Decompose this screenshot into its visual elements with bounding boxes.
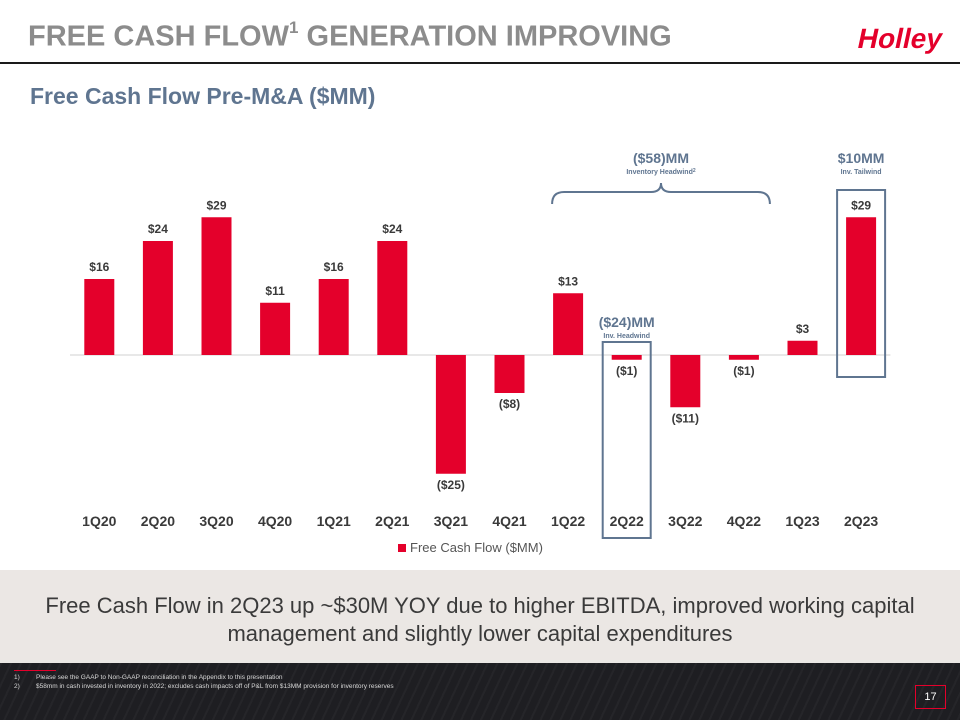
chart-subtitle: Free Cash Flow Pre-M&A ($MM)	[30, 83, 376, 109]
holley-logo-text-fill: Holley	[855, 22, 946, 54]
category-label-1Q21: 1Q21	[317, 513, 351, 529]
data-label-2Q23: $29	[851, 198, 871, 212]
bar-1Q22	[553, 293, 584, 355]
annotation-footnote-ref: 2	[693, 168, 696, 174]
annotation-inventory-headwind-value: ($58)MM	[633, 150, 689, 166]
title-divider	[0, 62, 960, 64]
bar-1Q20	[84, 279, 115, 355]
data-label-2Q21: $24	[382, 222, 402, 236]
category-label-2Q21: 2Q21	[375, 513, 409, 529]
annotation-2Q22-label: Inv. Headwind	[603, 333, 650, 340]
footnote-divider	[14, 670, 56, 671]
category-label-1Q20: 1Q20	[82, 513, 116, 529]
annotation-inventory-headwind-label: Inventory Headwind2	[626, 168, 696, 176]
data-label-1Q22: $13	[558, 274, 578, 288]
holley-logo-text: Holley	[855, 22, 946, 54]
page-number: 17	[915, 685, 946, 709]
bar-2Q22	[611, 355, 642, 360]
footnote-2: 2) $58mm in cash invested in inventory in…	[14, 683, 394, 690]
annotation-2Q22-value: ($24)MM	[599, 314, 655, 330]
category-label-4Q22: 4Q22	[727, 513, 761, 529]
legend-label: Free Cash Flow ($MM)	[410, 540, 543, 555]
bar-1Q21	[318, 279, 349, 355]
category-label-4Q20: 4Q20	[258, 513, 292, 529]
bar-1Q23	[787, 340, 818, 355]
category-label-3Q20: 3Q20	[199, 513, 233, 529]
data-label-1Q23: $3	[796, 322, 810, 336]
free-cash-flow-chart: $16 1Q20 $24 2Q20 $29 3Q20 $11 4Q20 $16 1Q21 $24 2Q…	[70, 150, 891, 555]
category-label-1Q22: 1Q22	[551, 513, 585, 529]
data-label-2Q20: $24	[148, 222, 168, 236]
category-label-4Q21: 4Q21	[492, 513, 526, 529]
category-label-3Q22: 3Q22	[668, 513, 702, 529]
footer-texture	[0, 663, 960, 720]
slide-title: FREE CASH FLOW1 GENERATION IMPROVING	[28, 18, 672, 54]
annotation-2Q23-label: Inv. Tailwind	[841, 169, 882, 176]
data-label-1Q21: $16	[324, 260, 344, 274]
data-label-1Q20: $16	[89, 260, 109, 274]
bar-3Q21	[435, 355, 466, 474]
data-label-2Q22: ($1)	[616, 364, 637, 378]
slide-title-text: FREE CASH FLOW	[28, 20, 289, 53]
bar-4Q21	[494, 355, 525, 393]
data-label-4Q20: $11	[265, 284, 285, 298]
bar-4Q20	[260, 302, 291, 355]
category-label-2Q23: 2Q23	[844, 513, 878, 529]
data-label-3Q22: ($11)	[672, 411, 699, 425]
q2-23-highlight-box	[836, 189, 887, 378]
data-label-4Q21: ($8)	[499, 397, 520, 411]
bar-2Q21	[377, 241, 408, 355]
summary-text: Free Cash Flow in 2Q23 up ~$30M YOY due …	[45, 593, 915, 646]
category-label-1Q23: 1Q23	[785, 513, 819, 529]
bar-3Q22	[670, 355, 701, 408]
data-label-4Q22: ($1)	[733, 364, 754, 378]
footnotes: 1) Please see the GAAP to Non-GAAP reconc…	[14, 673, 394, 691]
slide-title-footnote-ref: 1	[289, 18, 299, 37]
data-label-3Q20: $29	[206, 198, 226, 212]
bar-3Q20	[201, 217, 232, 355]
bar-4Q22	[728, 355, 759, 360]
summary-band: Free Cash Flow in 2Q23 up ~$30M YOY due …	[0, 570, 960, 663]
data-label-3Q21: ($25)	[437, 478, 465, 492]
category-label-2Q20: 2Q20	[141, 513, 175, 529]
holley-logo: Holley Holley	[852, 20, 948, 57]
inventory-headwind-brace	[551, 182, 771, 205]
category-label-3Q21: 3Q21	[434, 513, 468, 529]
footer: 1) Please see the GAAP to Non-GAAP reconc…	[0, 663, 960, 720]
category-label-2Q22: 2Q22	[610, 513, 644, 529]
annotation-2Q23-value: $10MM	[838, 150, 885, 166]
footnote-1: 1) Please see the GAAP to Non-GAAP reconc…	[14, 674, 283, 681]
bar-2Q23	[846, 217, 877, 355]
legend-swatch	[398, 544, 406, 552]
bar-2Q20	[142, 241, 173, 355]
slide-title-rest: GENERATION IMPROVING	[298, 20, 672, 53]
q2-22-highlight-box	[601, 341, 652, 539]
